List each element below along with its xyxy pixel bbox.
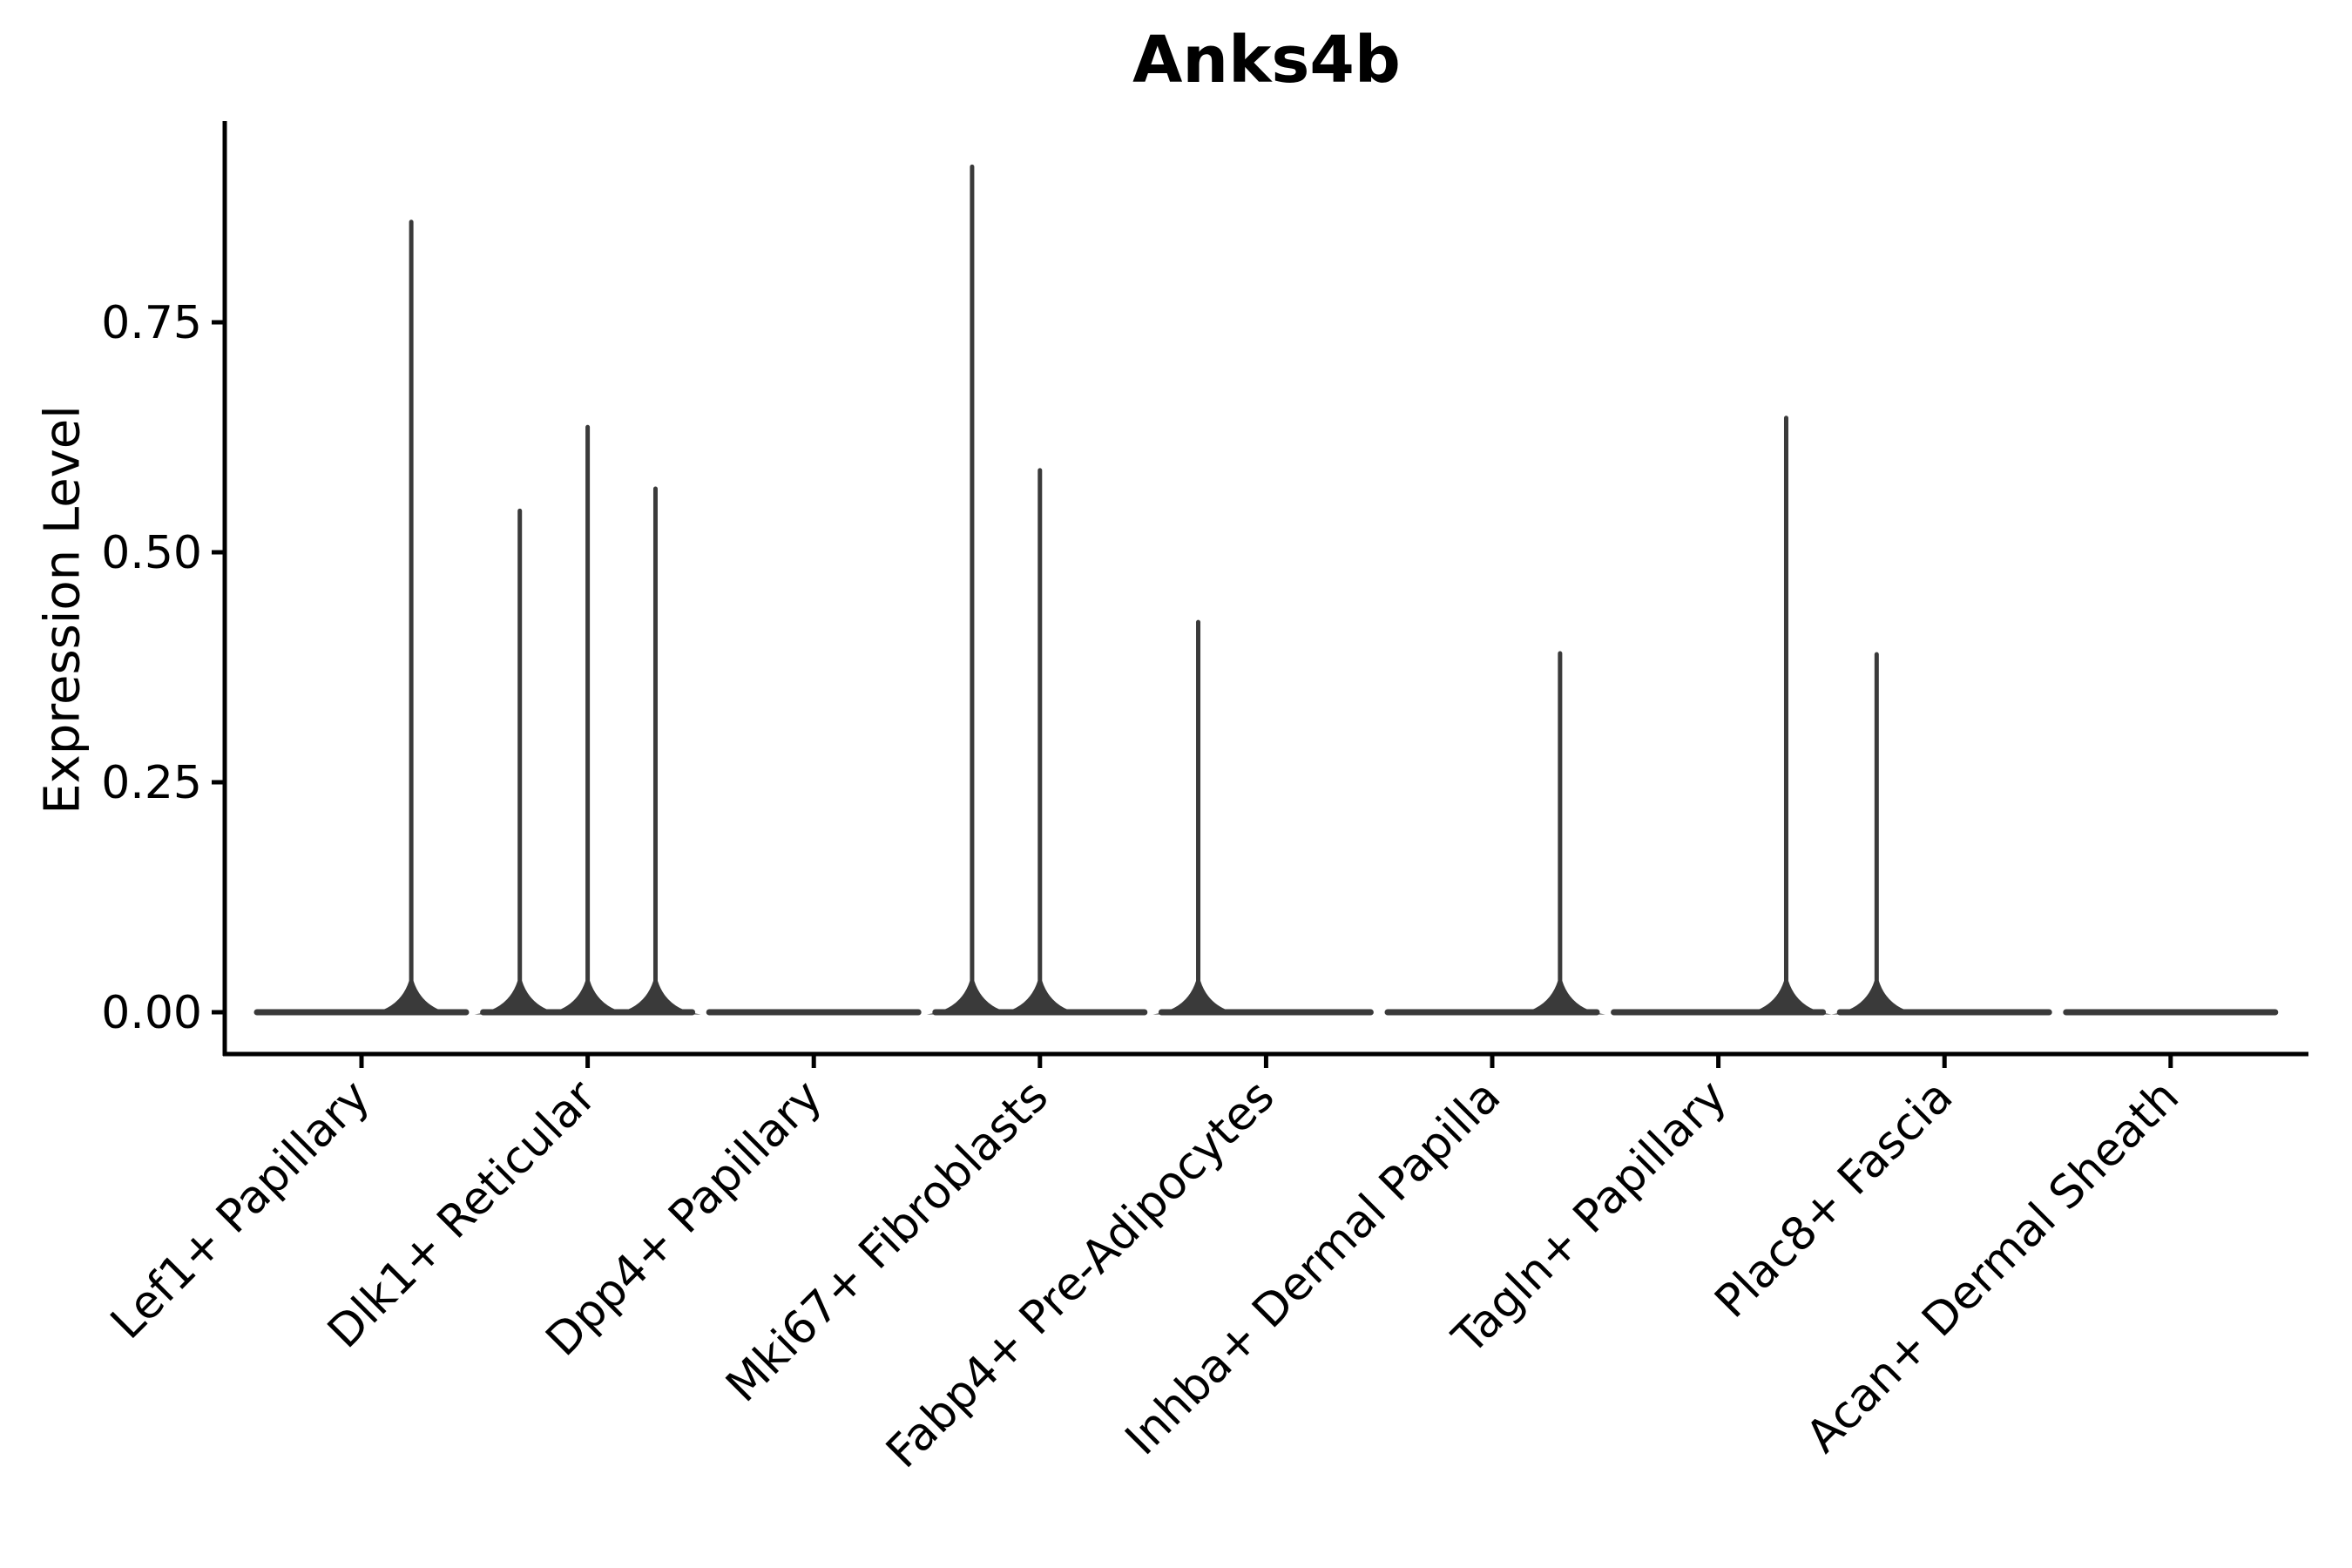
violin-spike-flare	[1831, 981, 1923, 1015]
violin-spike-flare	[610, 981, 701, 1015]
violin-spike-flare	[1740, 981, 1832, 1015]
x-tick-label: Plac8+ Fascia	[1706, 1071, 1963, 1328]
violin-spike-flare	[366, 981, 457, 1015]
violin-spike-flare	[542, 981, 633, 1015]
x-tick-label: Acan+ Dermal Sheath	[1796, 1071, 2189, 1463]
chart-title: Anks4b	[1132, 23, 1401, 98]
y-tick-label: 0.75	[101, 297, 202, 349]
y-tick-label: 0.00	[101, 987, 202, 1039]
x-tick-label: Inhba+ Dermal Papilla	[1116, 1071, 1511, 1465]
violin-spike-flare	[1514, 981, 1605, 1015]
violin-spike-flare	[926, 981, 1017, 1015]
y-tick-label: 0.25	[101, 757, 202, 809]
violin-spike-flare	[1152, 981, 1244, 1015]
x-tick-label: Fabp4+ Pre-Adipocytes	[876, 1071, 1284, 1478]
violin-spike-flare	[474, 981, 565, 1015]
violin-spike-flare	[994, 981, 1085, 1015]
y-tick-label: 0.50	[101, 527, 202, 579]
